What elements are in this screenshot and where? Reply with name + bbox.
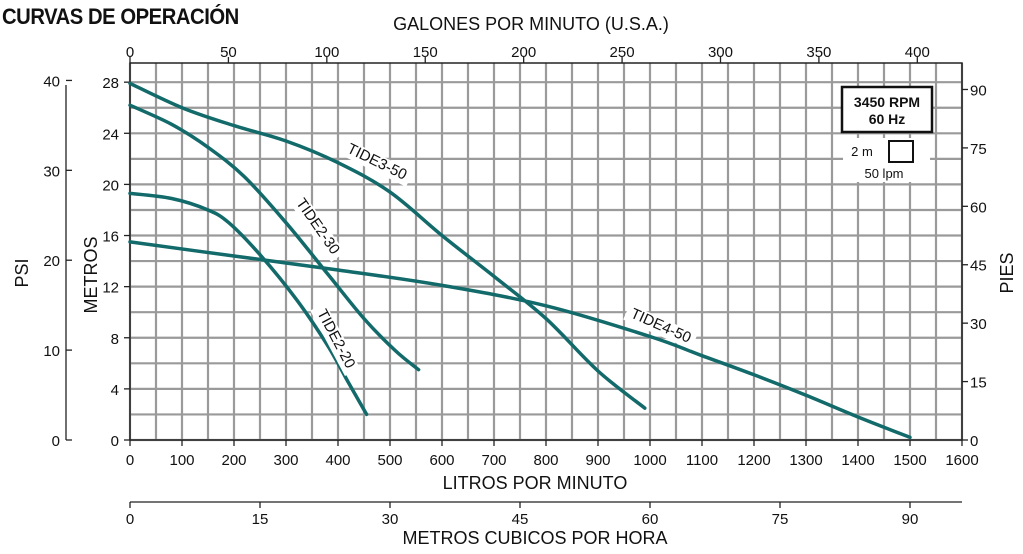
metros-tick-label: 20 <box>102 177 119 194</box>
psi-tick-label: 20 <box>43 253 60 270</box>
psi-tick-label: 40 <box>43 73 60 90</box>
curve-tide4-50 <box>128 240 912 440</box>
lpm-tick-label: 100 <box>169 452 194 469</box>
m3h-tick-label: 15 <box>252 511 269 528</box>
psi-tick-label: 30 <box>43 163 60 180</box>
metros-tick-label: 12 <box>102 280 119 297</box>
metros-tick-label: 24 <box>102 126 119 143</box>
lpm-axis-label: LITROS POR MINUTO <box>443 473 628 493</box>
metros-tick-label: 28 <box>102 75 119 92</box>
label-background-tide2-20 <box>310 302 360 377</box>
lpm-tick-label: 900 <box>585 452 610 469</box>
lpm-tick-label: 1100 <box>686 452 718 469</box>
label-background-tide3-50 <box>339 138 414 187</box>
label-background-tide4-50 <box>623 303 698 350</box>
pies-tick-label: 0 <box>970 433 978 450</box>
m3h-tick-label: 0 <box>126 511 134 528</box>
lpm-tick-label: 1400 <box>841 452 874 469</box>
pies-tick-label: 60 <box>970 199 987 216</box>
metros-tick-label: 4 <box>111 382 119 399</box>
lpm-tick-label: 600 <box>429 452 454 469</box>
pies-tick-label: 75 <box>970 141 987 158</box>
metros-axis-label: METROS <box>81 236 101 313</box>
m3h-tick-label: 30 <box>382 511 399 528</box>
lpm-tick-label: 1300 <box>789 452 822 469</box>
metros-tick-label: 0 <box>111 433 119 450</box>
metros-tick-label: 16 <box>102 229 119 246</box>
grid <box>128 63 964 442</box>
lpm-tick-label: 1600 <box>945 452 978 469</box>
m3h-tick-label: 45 <box>512 511 529 528</box>
gpm-tick-label: 300 <box>708 44 733 61</box>
gpm-tick-label: 250 <box>610 44 635 61</box>
label-group-tide4-50: TIDE4-50 <box>623 303 698 350</box>
speed-box-hz: 60 Hz <box>869 111 906 127</box>
gpm-axis-label: GALONES POR MINUTO (U.S.A.) <box>393 14 669 34</box>
pies-tick-label: 30 <box>970 316 987 333</box>
label-group-tide3-50: TIDE3-50 <box>339 138 414 187</box>
metros-tick-label: 8 <box>111 331 119 348</box>
psi-tick-label: 10 <box>43 343 60 360</box>
scale-square-icon <box>888 140 914 163</box>
lpm-tick-label: 700 <box>481 452 506 469</box>
scale-box-background <box>843 138 930 182</box>
chart-title: CURVAS DE OPERACIÓN <box>2 4 239 29</box>
m3h-tick-label: 60 <box>642 511 659 528</box>
gpm-tick-label: 0 <box>126 44 134 61</box>
gpm-tick-label: 50 <box>220 44 237 61</box>
psi-tick-label: 0 <box>52 433 60 450</box>
psi-axis-label: PSI <box>12 258 32 287</box>
scale-box-lpm: 50 lpm <box>864 166 903 181</box>
series-label-tide2-30: TIDE2-30 <box>292 195 343 257</box>
scale-box-meters: 2 m <box>851 144 873 159</box>
speed-box <box>840 85 934 134</box>
label-background-tide2-30 <box>288 191 346 263</box>
m3h-tick-label: 90 <box>902 511 919 528</box>
lpm-tick-label: 1200 <box>737 452 770 469</box>
lpm-tick-label: 300 <box>273 452 298 469</box>
curve-tide3-50 <box>128 81 647 410</box>
gpm-tick-label: 350 <box>806 44 831 61</box>
pies-axis-label: PIES <box>997 252 1017 293</box>
gpm-tick-label: 150 <box>413 44 438 61</box>
gpm-tick-label: 200 <box>511 44 536 61</box>
m3h-tick-label: 75 <box>772 511 789 528</box>
lpm-tick-label: 400 <box>325 452 350 469</box>
lpm-tick-label: 800 <box>533 452 558 469</box>
curve-tide2-30 <box>128 103 421 372</box>
series-label-tide3-50: TIDE3-50 <box>344 140 409 183</box>
m3h-axis-label: METROS CUBICOS POR HORA <box>402 528 667 548</box>
lpm-tick-label: 500 <box>377 452 402 469</box>
gpm-tick-label: 100 <box>314 44 339 61</box>
pies-tick-label: 90 <box>970 82 987 99</box>
speed-box-rpm: 3450 RPM <box>854 94 920 110</box>
lpm-tick-label: 0 <box>126 452 134 469</box>
lpm-tick-label: 1500 <box>893 452 926 469</box>
lpm-tick-label: 200 <box>221 452 246 469</box>
lpm-tick-label: 1000 <box>633 452 666 469</box>
pies-tick-label: 15 <box>970 375 987 392</box>
curve-tide2-20 <box>128 191 369 417</box>
gpm-tick-label: 400 <box>905 44 930 61</box>
pies-tick-label: 45 <box>970 258 987 275</box>
